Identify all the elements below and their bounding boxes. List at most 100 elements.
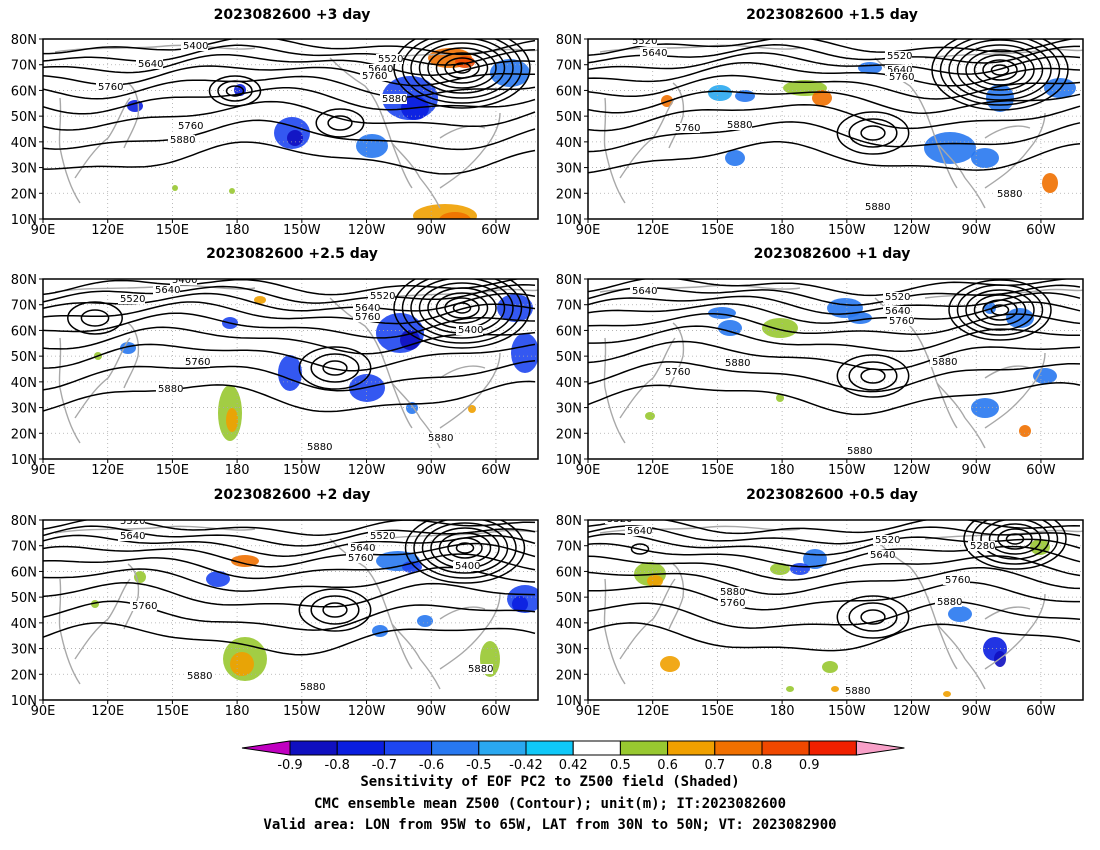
lon-tick-label: 180 <box>225 463 250 478</box>
lon-tick-label: 90E <box>31 223 56 238</box>
lat-tick-label: 70N <box>556 540 582 555</box>
contour-label-bg <box>353 312 380 322</box>
lat-tick-label: 20N <box>11 427 37 442</box>
lon-tick-label: 180 <box>225 704 250 719</box>
z500-closed-contour <box>973 294 1027 326</box>
lat-tick-label: 80N <box>556 514 582 529</box>
contour-label-bg <box>718 598 745 608</box>
z500-closed-contour <box>418 42 506 94</box>
contour-label-bg <box>118 531 145 541</box>
contour-label: 5760 <box>98 82 123 93</box>
lat-tick-label: 60N <box>11 565 37 580</box>
coastline <box>619 578 676 660</box>
z500-contour <box>43 343 536 372</box>
z500-closed-contour <box>848 118 898 148</box>
contour-label: 5640 <box>138 59 163 70</box>
lon-tick-label: 90E <box>31 463 56 478</box>
colorbar-tick-label: -0.6 <box>419 758 444 773</box>
contour-label: 5640 <box>632 286 657 297</box>
sensitivity-shading <box>822 661 838 673</box>
colorbar-swatch <box>383 740 433 756</box>
contour-label: 5760 <box>178 121 203 132</box>
sensitivity-shading <box>971 398 999 418</box>
contour-label-bg <box>426 433 453 443</box>
contour-label-bg <box>873 535 900 545</box>
contour-label-bg <box>380 94 407 104</box>
z500-closed-contour <box>80 309 110 327</box>
contour-label: 5640 <box>885 306 910 317</box>
lon-tick-label: 120W <box>348 704 386 719</box>
contour-label: 5400 <box>172 275 197 286</box>
z500-closed-contour <box>322 602 348 618</box>
contour-label: 5520 <box>370 531 395 542</box>
sensitivity-shading <box>226 408 238 432</box>
z500-closed-contour <box>1005 533 1025 545</box>
caption-line-2: CMC ensemble mean Z500 (Contour); unit(m… <box>313 796 786 812</box>
lat-tick-label: 50N <box>556 591 582 606</box>
colorbar-tick-label: -0.9 <box>277 758 302 773</box>
lat-tick-label: 30N <box>556 402 582 417</box>
contour-label: 5880 <box>382 94 407 105</box>
coastline <box>984 125 1031 139</box>
colorbar-tick-label: 0.5 <box>610 758 631 773</box>
z500-contour <box>588 361 1081 393</box>
lon-tick-label: 90W <box>962 463 992 478</box>
sensitivity-shading <box>512 596 528 612</box>
sensitivity-shading <box>943 691 951 697</box>
contour-label-bg <box>968 541 995 551</box>
lat-tick-label: 10N <box>11 694 37 709</box>
coastline <box>59 147 81 204</box>
coastline <box>419 417 441 449</box>
contour-label: 5640 <box>887 65 912 76</box>
z500-contour <box>43 100 536 131</box>
lat-tick-label: 40N <box>556 617 582 632</box>
contour-label-bg <box>885 51 912 61</box>
z500-closed-contour <box>67 301 123 335</box>
contour-label: 5880 <box>170 135 195 146</box>
lon-tick-label: 180 <box>770 223 795 238</box>
lon-tick-label: 150E <box>156 463 189 478</box>
contour-label: 5880 <box>845 686 870 697</box>
z500-contour <box>588 121 1081 153</box>
colorbar-end-left <box>241 740 291 756</box>
contour-label-bg <box>181 41 208 51</box>
panel-title-2: 2023082600 +2.5 day <box>206 246 378 262</box>
contour-label-bg <box>298 682 325 692</box>
contour-label: 5400 <box>455 561 480 572</box>
lon-tick-label: 150W <box>283 223 321 238</box>
contour-label-bg <box>663 367 690 377</box>
lon-tick-label: 120W <box>348 463 386 478</box>
lon-tick-label: 180 <box>770 463 795 478</box>
contour-label-bg <box>453 561 480 571</box>
colorbar-tick-label: -0.7 <box>372 758 397 773</box>
contour-label-bg <box>168 135 195 145</box>
z500-closed-contour <box>225 85 245 97</box>
contour-label: 5640 <box>642 48 667 59</box>
coastline <box>123 563 140 630</box>
contour-label-bg <box>630 39 657 46</box>
z500-closed-contour <box>217 80 253 102</box>
coastline <box>604 387 626 444</box>
sensitivity-shading <box>812 90 832 106</box>
z500-closed-contour <box>404 520 526 584</box>
contour-label: 5520 <box>875 535 900 546</box>
colorbar-tick-label: 0.9 <box>799 758 820 773</box>
contour-label-bg <box>630 286 657 296</box>
z500-contour <box>43 44 536 66</box>
contour-label: 5760 <box>132 601 157 612</box>
colorbar-swatch <box>289 740 338 756</box>
lat-tick-label: 80N <box>556 273 582 288</box>
lon-tick-label: 90E <box>576 463 601 478</box>
lat-tick-label: 70N <box>556 59 582 74</box>
caption-line-3: Valid area: LON from 95W to 65W, LAT fro… <box>263 817 837 833</box>
caption-line-1: Sensitivity of EOF PC2 to Z500 field (Sh… <box>360 774 740 790</box>
z500-closed-contour <box>298 346 372 390</box>
sensitivity-shading <box>647 575 663 587</box>
z500-contour <box>43 622 536 656</box>
contour-label-bg <box>995 189 1022 199</box>
contour-label: 5880 <box>720 587 745 598</box>
coastline <box>58 97 62 149</box>
